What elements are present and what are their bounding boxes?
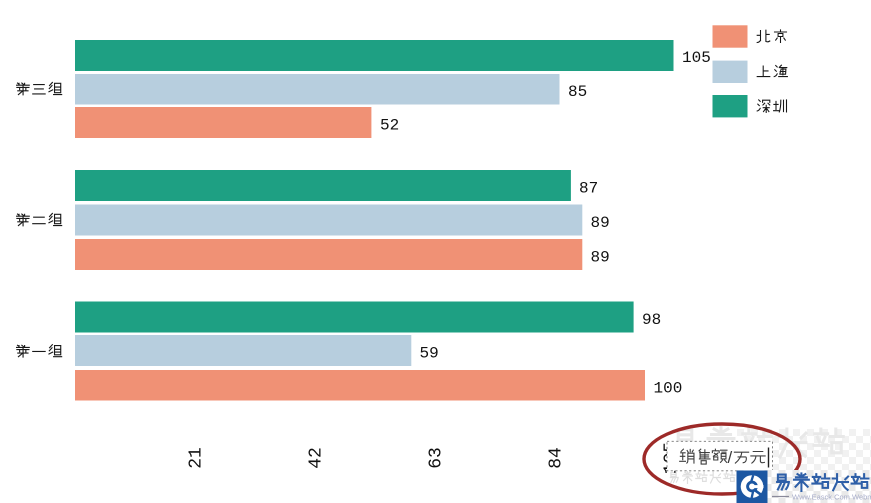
svg-text:89: 89: [591, 249, 610, 267]
svg-text:21: 21: [187, 447, 207, 469]
svg-text:/: /: [728, 448, 733, 467]
svg-text:85: 85: [568, 83, 587, 101]
svg-text:105: 105: [682, 49, 711, 67]
svg-text:59: 59: [420, 345, 439, 363]
svg-text:98: 98: [642, 311, 661, 329]
svg-text:52: 52: [380, 117, 399, 135]
svg-text:89: 89: [591, 214, 610, 232]
svg-text:100: 100: [654, 380, 683, 398]
svg-text:42: 42: [307, 447, 327, 469]
svg-text:84: 84: [547, 447, 567, 469]
svg-text:87: 87: [579, 180, 598, 198]
svg-text:63: 63: [427, 447, 447, 469]
svg-text:Www.Easck.Com Webmast: Www.Easck.Com Webmast: [792, 493, 871, 502]
